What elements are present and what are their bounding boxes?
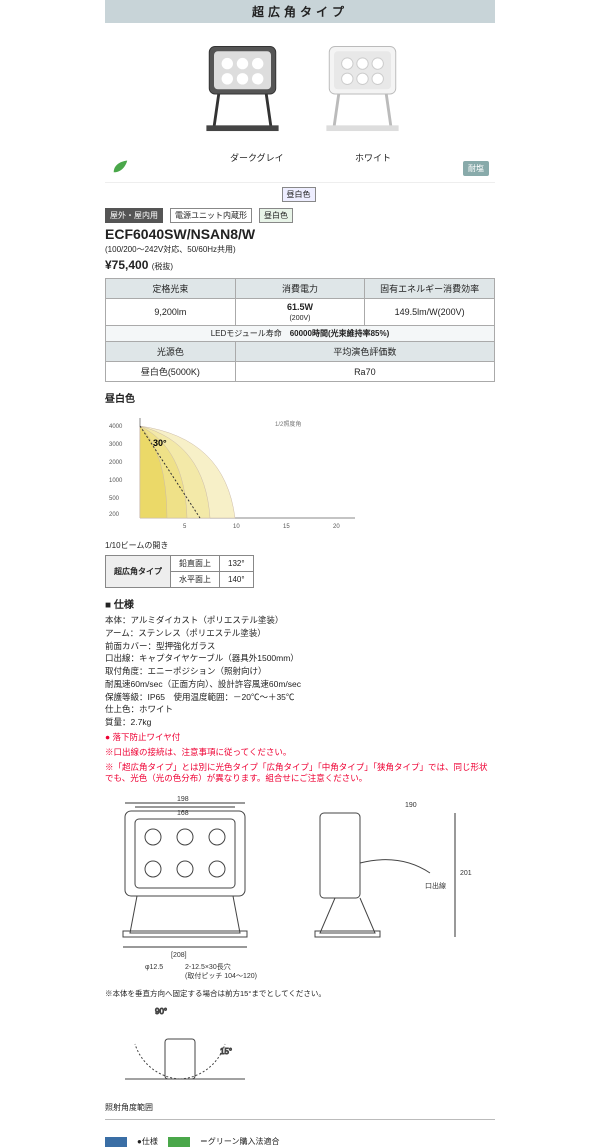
svg-text:30°: 30° bbox=[153, 438, 167, 448]
env-badge: 耐塩 bbox=[463, 161, 489, 176]
svg-text:200: 200 bbox=[109, 512, 120, 518]
beam-h-val: 140° bbox=[220, 572, 254, 588]
svg-text:15°: 15° bbox=[220, 1047, 232, 1056]
model-number: ECF6040SW/NSAN8/W bbox=[105, 226, 495, 242]
spec-list: 本体：アルミダイカスト（ポリエステル塗装） アーム：ステンレス（ポリエステル塗装… bbox=[105, 614, 495, 729]
svg-text:20: 20 bbox=[333, 524, 340, 530]
lightcolor-badge: 昼白色 bbox=[259, 208, 293, 223]
light-color-badge: 昼白色 bbox=[282, 187, 316, 202]
svg-text:168: 168 bbox=[177, 810, 189, 817]
beam-row-label: 超広角タイプ bbox=[106, 556, 171, 588]
svg-text:2000: 2000 bbox=[109, 460, 123, 466]
product-image-area: ダークグレイ ホワイト 耐塩 bbox=[105, 23, 495, 183]
warn-1: ※口出線の接続は、注意事項に従ってください。 bbox=[105, 747, 495, 759]
td-lumen: 9,200lm bbox=[106, 299, 236, 326]
drop-wire-note: ● 落下防止ワイヤ付 bbox=[105, 732, 495, 744]
white-label: ホワイト bbox=[355, 151, 391, 164]
darkgray-label: ダークグレイ bbox=[230, 151, 284, 164]
photometry-title: 昼白色 bbox=[105, 390, 495, 405]
td-power: 61.5W(200V) bbox=[235, 299, 365, 326]
category-header: 超広角タイプ bbox=[105, 0, 495, 23]
beam-title: 1/10ビームの開き bbox=[105, 540, 495, 551]
beam-h-label: 水平面上 bbox=[171, 572, 220, 588]
svg-text:(取付ピッチ 104～120): (取付ピッチ 104～120) bbox=[185, 971, 257, 980]
svg-text:口出線: 口出線 bbox=[425, 881, 446, 890]
th-cri: 平均演色評価数 bbox=[235, 342, 494, 362]
beam-v-val: 132° bbox=[220, 556, 254, 572]
tilt-range-diagram: 90° 15° bbox=[105, 999, 265, 1099]
svg-text:[208]: [208] bbox=[171, 952, 187, 959]
dimension-drawings: 198 168 [208] φ12.5 2-12.5×30長穴 (取付ピッチ 1… bbox=[105, 793, 495, 1113]
svg-text:1/2照度角: 1/2照度角 bbox=[275, 420, 301, 428]
footer-legend: ●仕様 ＝グリーン購入法適合 bbox=[105, 1136, 495, 1147]
svg-text:15: 15 bbox=[283, 524, 290, 530]
td-cri: Ra70 bbox=[235, 362, 494, 382]
th-power: 消費電力 bbox=[235, 279, 365, 299]
svg-text:4000: 4000 bbox=[109, 424, 123, 430]
th-lumen: 定格光束 bbox=[106, 279, 236, 299]
svg-text:φ12.5: φ12.5 bbox=[145, 964, 163, 971]
usage-badge: 屋外・屋内用 bbox=[105, 208, 163, 223]
beam-v-label: 鉛直面上 bbox=[171, 556, 220, 572]
td-life: LEDモジュール寿命 60000時間(光束維持率85%) bbox=[106, 326, 495, 342]
svg-text:190: 190 bbox=[405, 802, 417, 809]
th-srccolor: 光源色 bbox=[106, 342, 236, 362]
model-subspec: (100/200～242V対応、50/60Hz共用) bbox=[105, 244, 495, 255]
th-energy: 固有エネルギー消費効率 bbox=[365, 279, 495, 299]
unit-badge: 電源ユニット内蔵形 bbox=[170, 208, 252, 223]
svg-text:1000: 1000 bbox=[109, 478, 123, 484]
details-heading: ■ 仕様 bbox=[105, 596, 495, 611]
product-darkgray bbox=[195, 37, 290, 145]
svg-text:3000: 3000 bbox=[109, 442, 123, 448]
td-srccolor: 昼白色(5000K) bbox=[106, 362, 236, 382]
svg-text:90°: 90° bbox=[155, 1007, 167, 1016]
warn-2: ※「超広角タイプ」とは別に光色タイプ「広角タイプ」「中角タイプ」「狭角タイプ」で… bbox=[105, 762, 495, 786]
svg-text:198: 198 bbox=[177, 796, 189, 803]
svg-text:201: 201 bbox=[460, 870, 472, 877]
tilt-range-label: 照射角度範囲 bbox=[105, 1102, 495, 1113]
beam-table: 超広角タイプ 鉛直面上 132° 水平面上 140° bbox=[105, 555, 254, 588]
spec-table-1: 定格光束 消費電力 固有エネルギー消費効率 9,200lm 61.5W(200V… bbox=[105, 278, 495, 382]
svg-text:10: 10 bbox=[233, 524, 240, 530]
photometry-diagram: 4000 3000 2000 1000 500 200 5 10 15 20 3… bbox=[105, 408, 495, 538]
svg-text:5: 5 bbox=[183, 524, 187, 530]
price: ¥75,400 (税抜) bbox=[105, 258, 495, 272]
eco-leaf-icon bbox=[111, 157, 129, 178]
product-white bbox=[315, 37, 410, 145]
svg-text:2-12.5×30長穴: 2-12.5×30長穴 bbox=[185, 962, 231, 971]
td-energy: 149.5lm/W(200V) bbox=[365, 299, 495, 326]
svg-text:500: 500 bbox=[109, 496, 120, 502]
tilt-note: ※本体を垂直方向へ固定する場合は前方15°までとしてください。 bbox=[105, 988, 495, 999]
